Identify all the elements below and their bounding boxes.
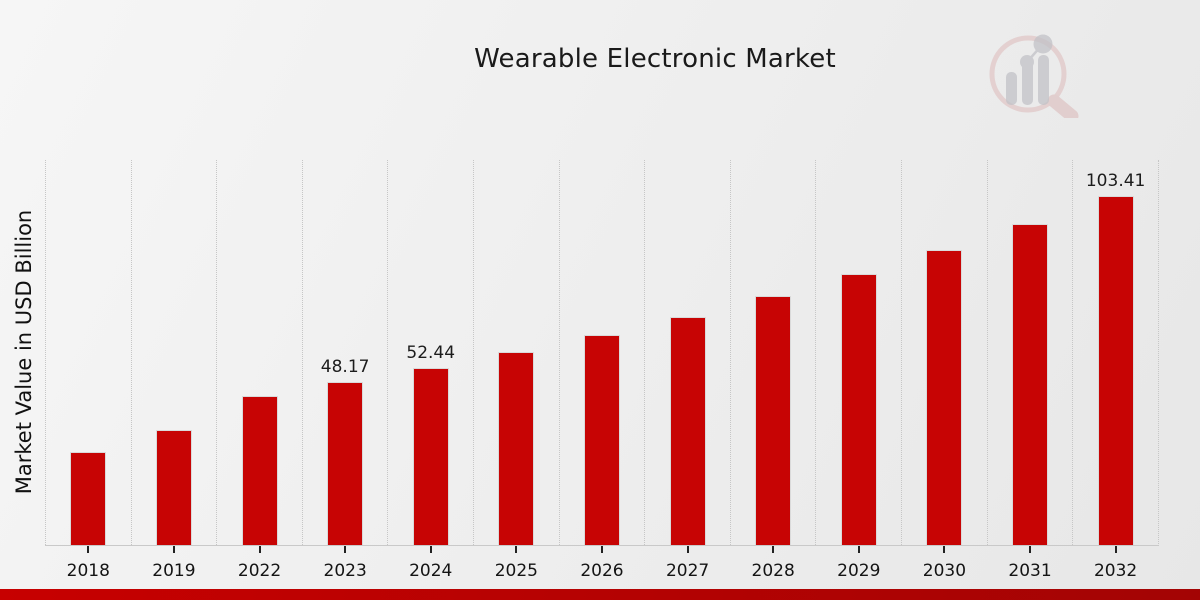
category-cell: 2022: [216, 160, 302, 581]
chart-title: Wearable Electronic Market: [474, 44, 836, 74]
footer-accent-bar: [0, 589, 1200, 600]
x-axis-tick: [1029, 546, 1031, 553]
x-axis-tick: [515, 546, 518, 553]
x-axis-tick: [772, 546, 775, 553]
x-axis-tick: [600, 546, 603, 553]
x-tick-label-2018: 2018: [66, 561, 110, 581]
category-cell: 2027: [644, 160, 730, 581]
x-tick-label-2026: 2026: [580, 561, 624, 581]
bar-value-label-2024: 52.44: [406, 342, 456, 363]
x-axis-tick: [943, 546, 946, 553]
bar-value-label-2032: 103.41: [1085, 170, 1146, 191]
x-axis-tick: [686, 546, 689, 553]
plot-area: 2018 2019 2022 48.17 2023 52.44 2024 2025 2026 20…: [45, 160, 1159, 581]
x-tick-label-2030: 2030: [922, 561, 967, 581]
bar-2023: [327, 382, 364, 545]
x-axis-tick: [857, 546, 860, 553]
bar-2032: [1097, 195, 1134, 545]
bar-2029: [840, 274, 877, 545]
bar-2030: [926, 250, 963, 545]
category-cell: 103.41 2032: [1072, 160, 1158, 581]
x-tick-label-2032: 2032: [1093, 561, 1138, 581]
bar-2028: [755, 296, 792, 545]
category-cell: 52.44 2024: [387, 160, 473, 581]
category-cell: 2031: [986, 160, 1073, 581]
bar-2019: [155, 429, 192, 545]
x-tick-label-2023: 2023: [323, 561, 367, 581]
bar-2024: [412, 367, 449, 545]
x-axis-tick: [429, 546, 432, 553]
y-axis-label: Market Value in USD Billion: [12, 209, 36, 495]
bar-2027: [669, 316, 706, 545]
category-cell: 2029: [815, 160, 901, 581]
category-cell: 2018: [45, 160, 131, 581]
x-tick-label-2024: 2024: [409, 561, 453, 581]
bar-2022: [241, 395, 278, 545]
category-cell: 48.17 2023: [301, 160, 388, 581]
x-axis-tick: [258, 546, 261, 553]
bar-2026: [583, 335, 620, 545]
bar-2031: [1012, 224, 1048, 545]
bar-value-label-2023: 48.17: [320, 357, 370, 378]
x-axis-tick: [1114, 546, 1117, 553]
x-tick-label-2029: 2029: [837, 561, 881, 581]
x-axis-tick: [344, 546, 347, 553]
bar-2018: [70, 451, 107, 545]
x-tick-label-2031: 2031: [1008, 561, 1052, 581]
x-axis-tick: [87, 546, 90, 553]
market-research-future-logo-icon: [989, 34, 1079, 118]
x-tick-label-2027: 2027: [665, 561, 710, 581]
category-cell: 2025: [473, 160, 559, 581]
x-tick-label-2025: 2025: [494, 561, 538, 581]
category-cell: 2026: [558, 160, 645, 581]
x-tick-label-2019: 2019: [152, 561, 196, 581]
x-tick-label-2028: 2028: [751, 561, 795, 581]
category-cell: 2019: [130, 160, 217, 581]
x-tick-label-2022: 2022: [237, 561, 282, 581]
category-cell: 2030: [901, 160, 987, 581]
category-cell: 2028: [729, 160, 816, 581]
bar-2025: [498, 352, 535, 545]
x-axis-tick: [172, 546, 175, 553]
